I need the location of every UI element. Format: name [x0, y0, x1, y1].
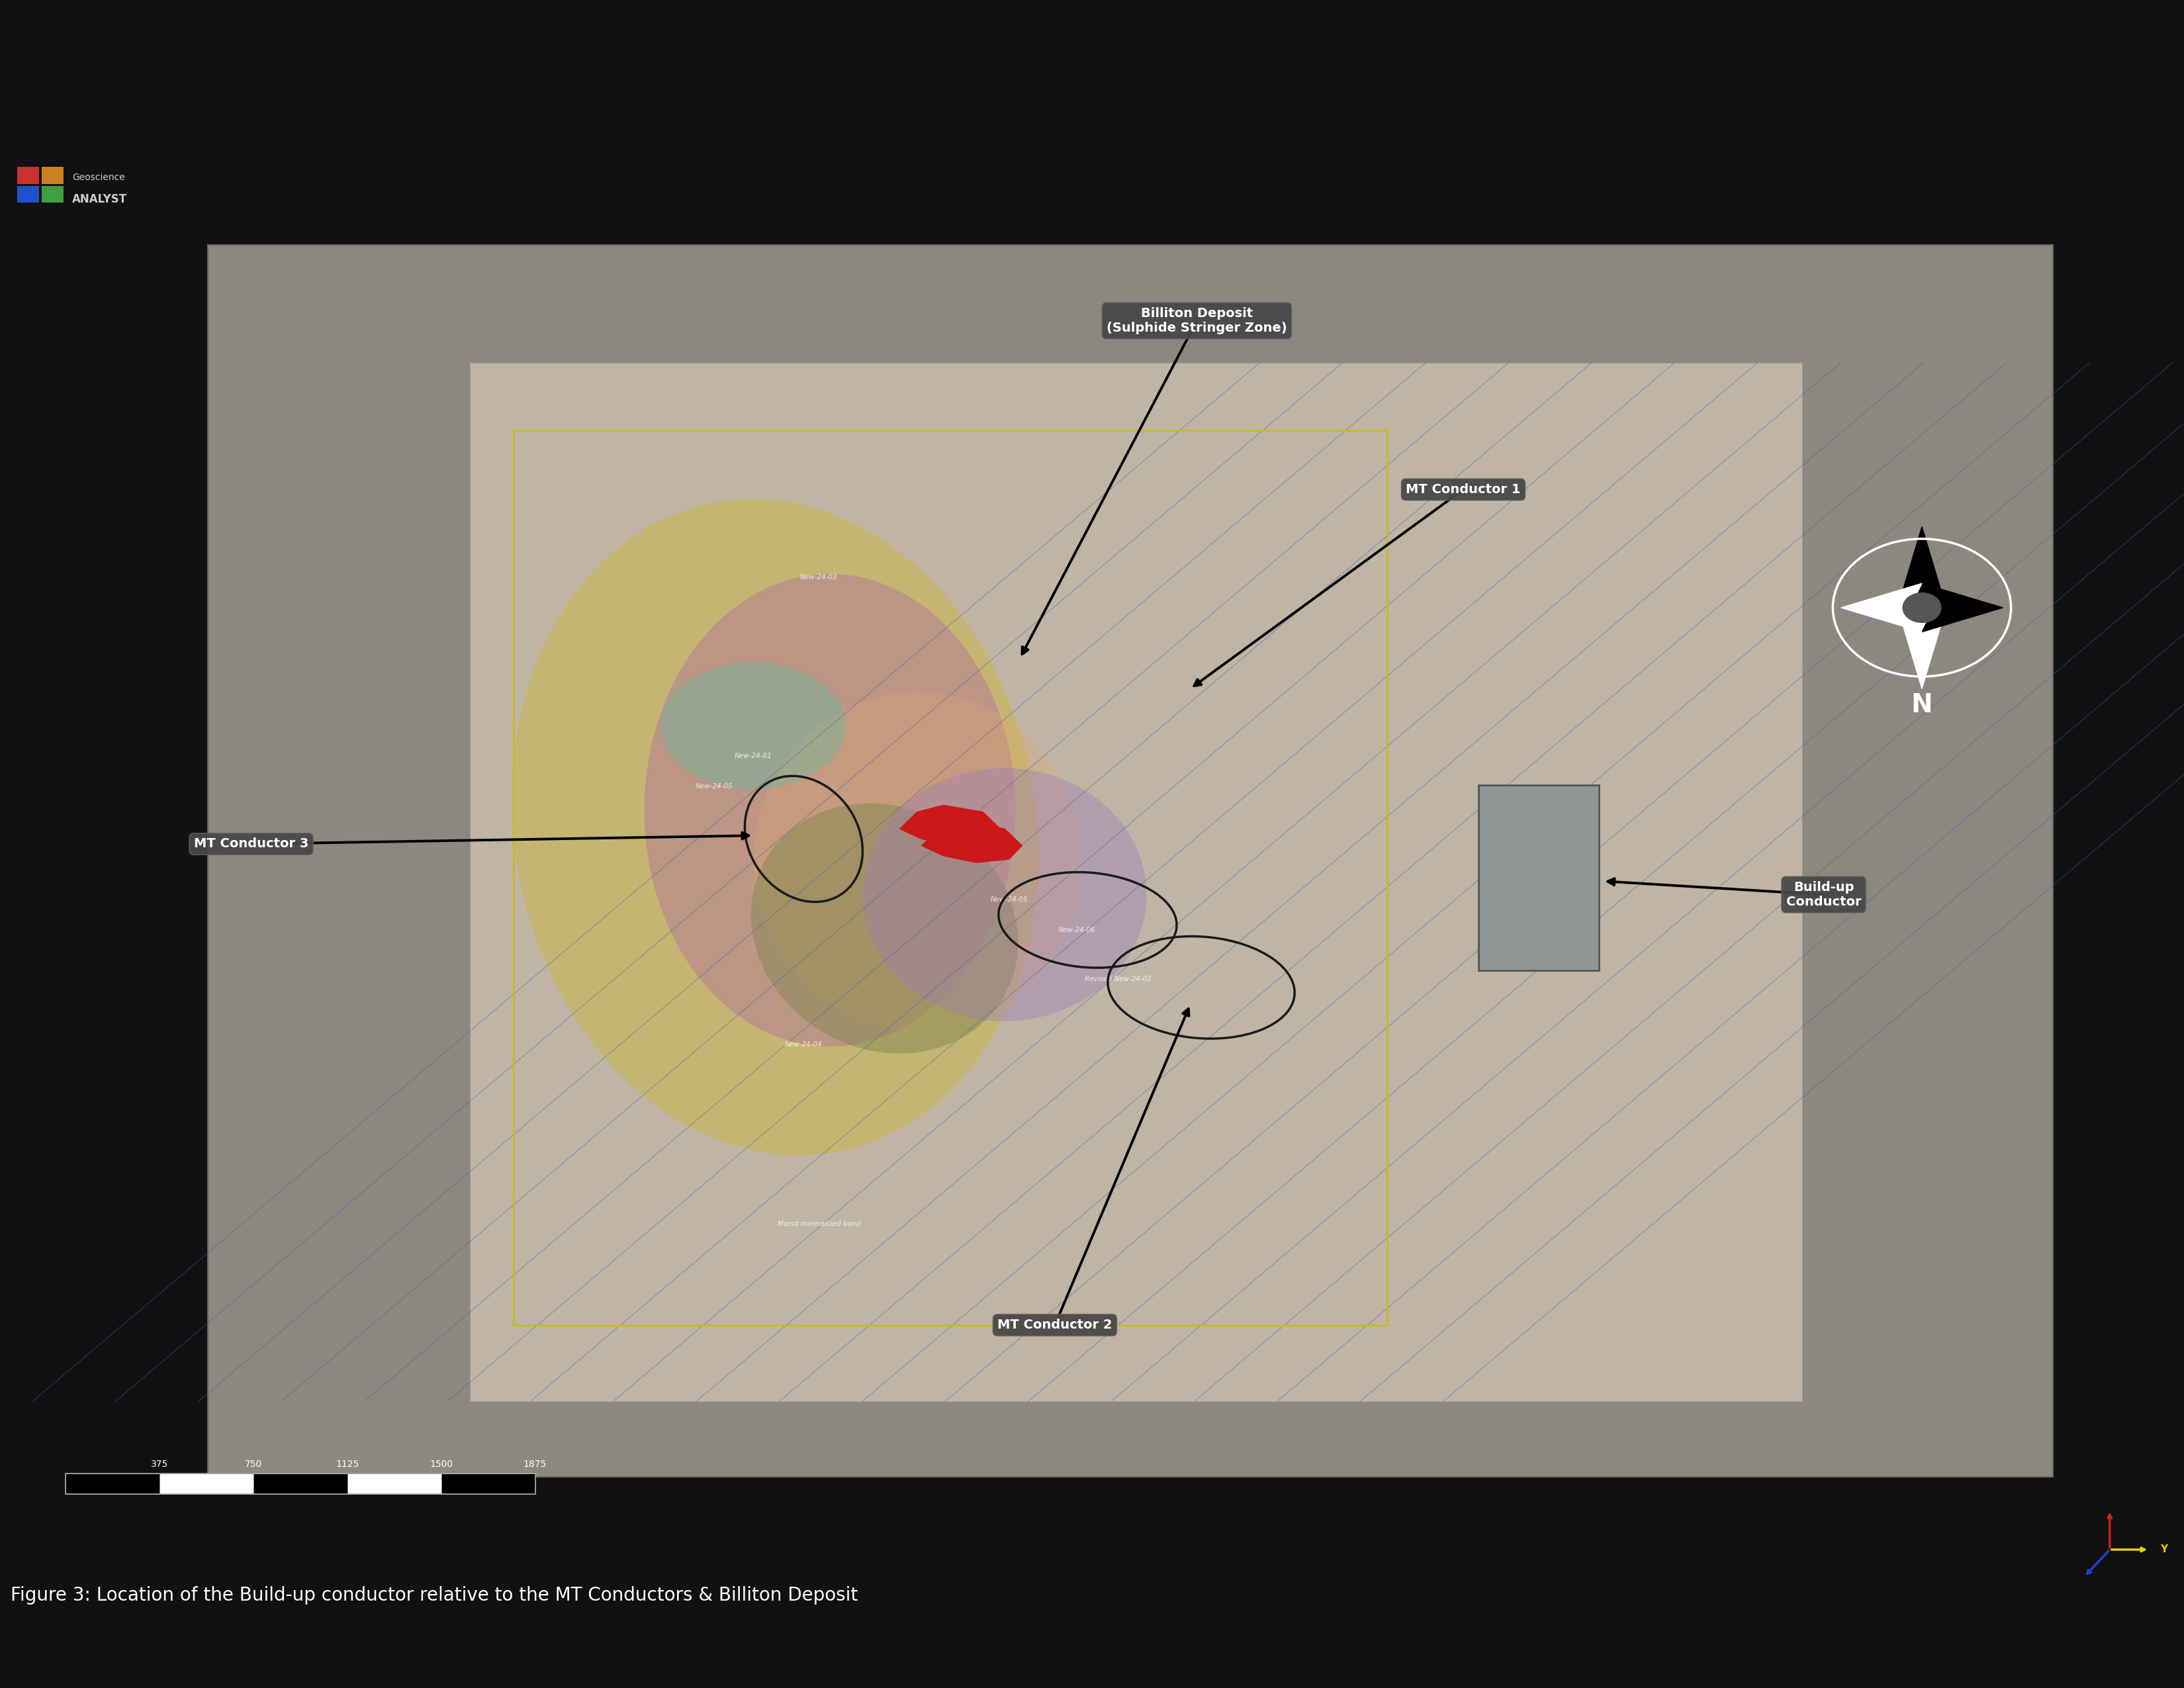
Text: Revised New-24-02: Revised New-24-02 [1085, 976, 1151, 982]
Ellipse shape [751, 803, 1018, 1053]
Text: ANALYST: ANALYST [72, 192, 127, 206]
Polygon shape [900, 805, 1000, 846]
Text: 375: 375 [151, 1460, 168, 1469]
Text: New-24-05: New-24-05 [695, 783, 734, 790]
Text: MT Conductor 1: MT Conductor 1 [1406, 483, 1520, 496]
Ellipse shape [863, 768, 1147, 1021]
FancyBboxPatch shape [470, 363, 1802, 1401]
Polygon shape [1922, 584, 2003, 631]
Text: New-24-05: New-24-05 [989, 896, 1029, 903]
Text: New-24-01: New-24-01 [734, 753, 773, 760]
Bar [253, 1474, 347, 1494]
Text: Billiton Deposit
(Sulphide Stringer Zone): Billiton Deposit (Sulphide Stringer Zone… [1107, 307, 1286, 334]
Text: Build-up
Conductor: Build-up Conductor [1787, 881, 1861, 908]
Bar [17, 167, 39, 184]
Bar [347, 1474, 441, 1494]
Bar [41, 167, 63, 184]
Bar [41, 186, 63, 203]
Text: MT Conductor 3: MT Conductor 3 [194, 837, 308, 851]
Text: 1875: 1875 [524, 1460, 546, 1469]
Text: 1500: 1500 [430, 1460, 452, 1469]
Text: N: N [1911, 692, 1933, 717]
Ellipse shape [753, 692, 1081, 1030]
Bar [66, 1474, 159, 1494]
Text: MT Conductor 2: MT Conductor 2 [998, 1318, 1112, 1332]
Bar [159, 1474, 253, 1494]
Bar [17, 186, 39, 203]
Text: New-24-06: New-24-06 [1057, 927, 1096, 933]
Circle shape [1902, 592, 1942, 623]
Text: Geoscience: Geoscience [72, 172, 124, 182]
Bar [441, 1474, 535, 1494]
Polygon shape [1841, 584, 1922, 631]
Text: New-24-03: New-24-03 [799, 574, 839, 581]
Ellipse shape [644, 574, 1016, 1047]
Bar [66, 1474, 535, 1494]
Text: Y: Y [2160, 1545, 2167, 1555]
FancyBboxPatch shape [207, 245, 2053, 1477]
Text: New-24-04: New-24-04 [784, 1041, 823, 1048]
Ellipse shape [660, 663, 847, 790]
Ellipse shape [511, 498, 1040, 1156]
Polygon shape [1898, 608, 1946, 689]
Text: 750: 750 [245, 1460, 262, 1469]
Text: 1125: 1125 [336, 1460, 358, 1469]
Text: Figure 3: Location of the Build-up conductor relative to the MT Conductors & Bil: Figure 3: Location of the Build-up condu… [11, 1587, 858, 1604]
Text: Morsd mineralized bond: Morsd mineralized bond [778, 1220, 860, 1227]
FancyBboxPatch shape [1479, 785, 1599, 971]
Polygon shape [1898, 527, 1946, 608]
Polygon shape [922, 822, 1022, 863]
